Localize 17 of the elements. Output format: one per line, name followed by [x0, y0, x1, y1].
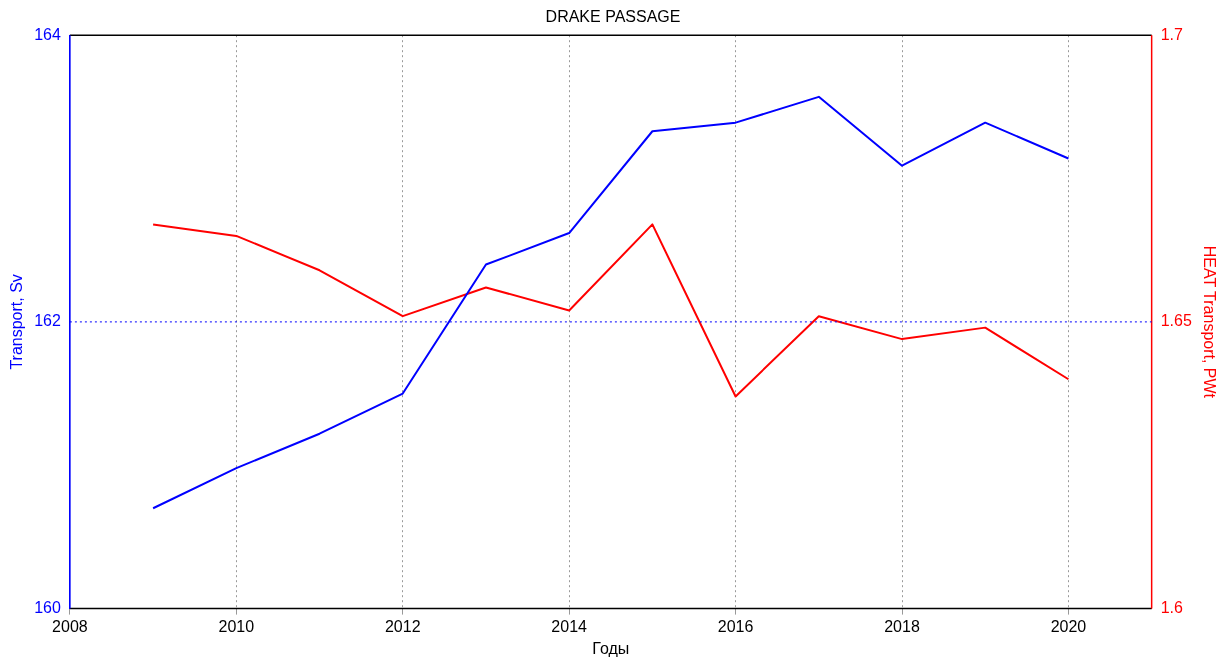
y-tick-label: 164 [34, 25, 61, 43]
y2-tick-label: 1.65 [1160, 312, 1192, 330]
chart-title: DRAKE PASSAGE [545, 8, 681, 26]
y-tick-label: 160 [34, 599, 61, 617]
x-tick-label: 2008 [52, 617, 88, 635]
x-tick-label: 2020 [1050, 617, 1087, 635]
y-axis-title: Transport, Sv [8, 274, 26, 370]
x-tick-label: 2014 [551, 617, 588, 635]
x-tick-label: 2012 [384, 617, 421, 635]
x-tick-label: 2018 [884, 617, 920, 635]
y2-tick-label: 1.7 [1160, 25, 1183, 43]
y-tick-label: 162 [34, 312, 61, 330]
x-tick-label: 2016 [717, 617, 754, 635]
x-axis-title: Годы [592, 639, 630, 657]
x-tick-label: 2010 [218, 617, 255, 635]
y2-axis-title: HEAT Transport, PWt [1200, 245, 1218, 399]
y2-tick-label: 1.6 [1160, 599, 1183, 617]
